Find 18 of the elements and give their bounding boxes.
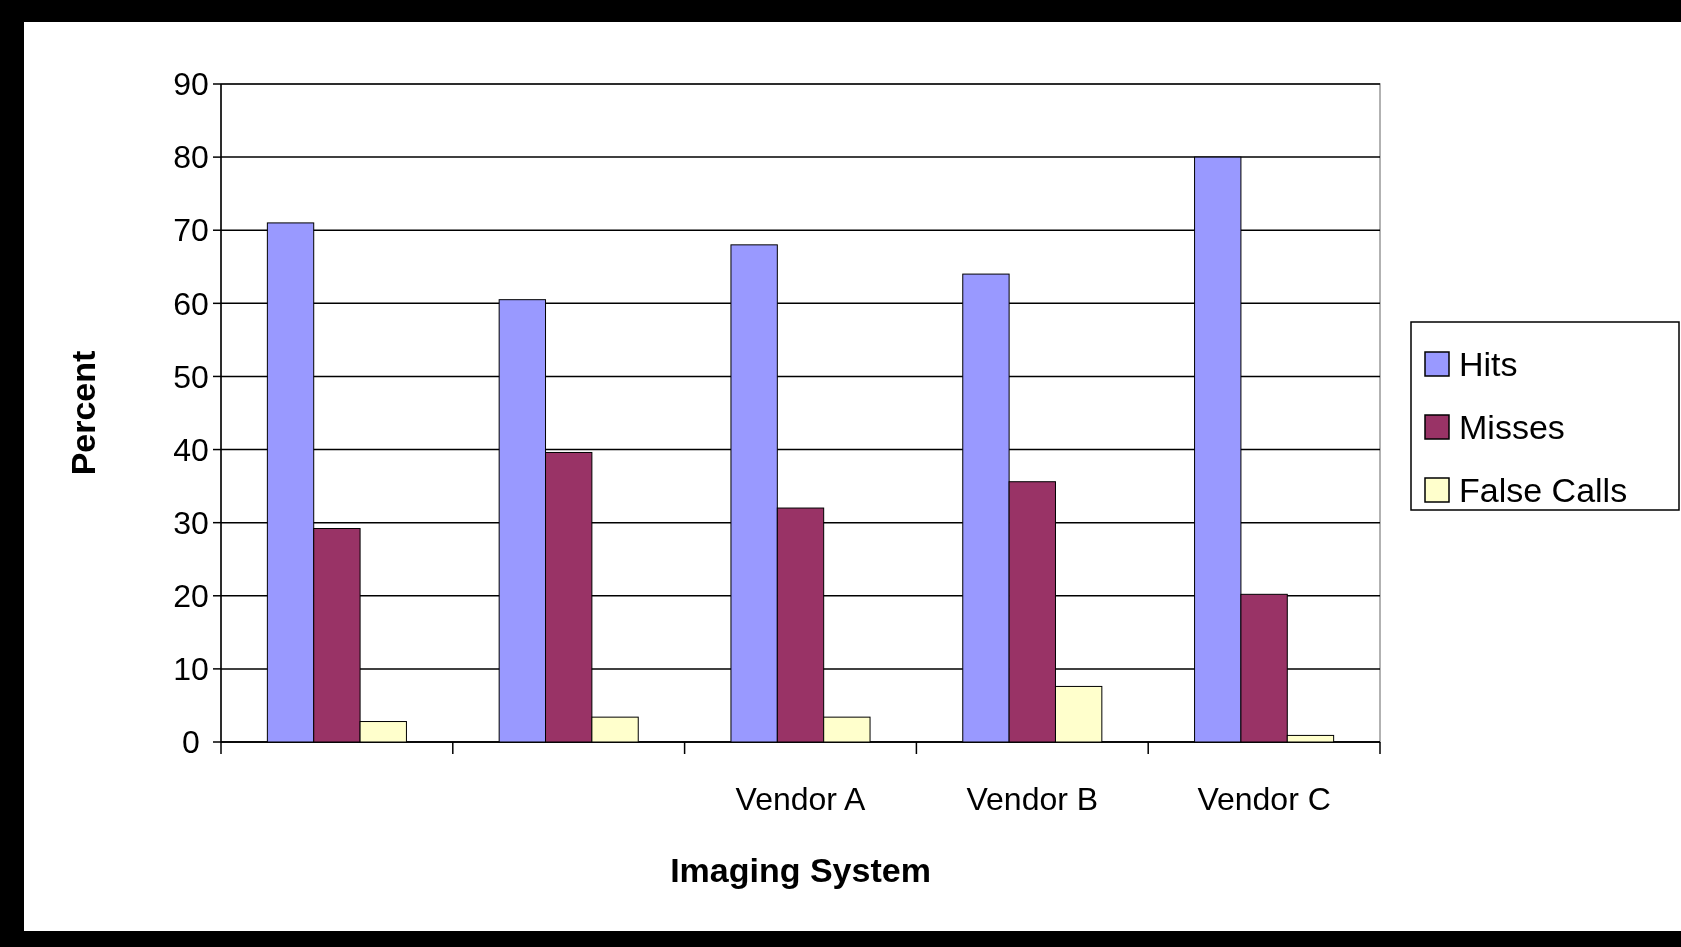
y-tick-label: 30 bbox=[173, 504, 209, 541]
y-tick-label: 80 bbox=[173, 139, 209, 176]
y-tick-label: 70 bbox=[173, 212, 209, 249]
y-tick-label: 10 bbox=[173, 651, 209, 688]
y-tick-label: 90 bbox=[173, 66, 209, 103]
x-tick-label: Vendor C bbox=[1197, 781, 1331, 817]
y-tick-label: 50 bbox=[173, 358, 209, 395]
x-tick-label: Vendor B bbox=[966, 781, 1099, 817]
x-tick-label: Vendor A bbox=[735, 781, 867, 817]
y-tick-label: 60 bbox=[173, 285, 209, 322]
legend-label: False Calls bbox=[1459, 470, 1628, 509]
legend-label: Hits bbox=[1459, 344, 1518, 383]
y-tick-label: 0 bbox=[182, 724, 200, 761]
legend-label: Misses bbox=[1459, 407, 1565, 446]
y-tick-label: 20 bbox=[173, 577, 209, 614]
y-axis-title: Percent bbox=[64, 350, 102, 476]
y-tick-label: 40 bbox=[173, 431, 209, 468]
x-axis-title: Imaging System bbox=[670, 851, 931, 889]
